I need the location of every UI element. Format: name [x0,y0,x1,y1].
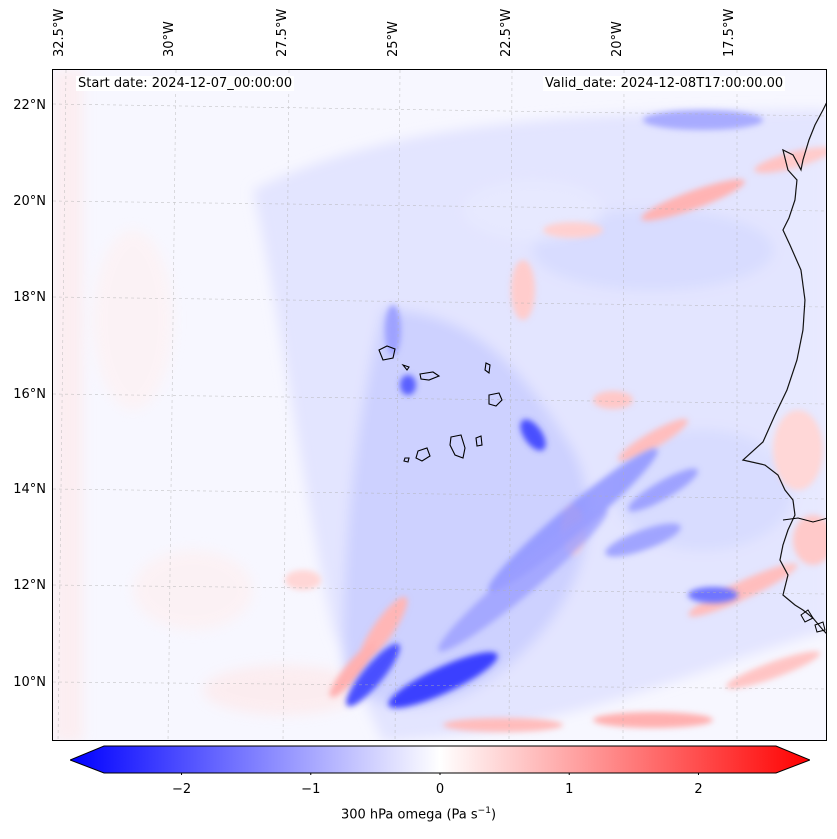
lon-label-17-5w: 17.5°W [722,8,737,57]
lat-label-18n: 18°N [13,290,46,305]
cape-verde-islands [378,345,503,463]
colorbar-tick-label: 1 [565,782,574,797]
lat-label-10n: 10°N [13,675,46,690]
valid-date-annotation: Valid_date: 2024-12-08T17:00:00.00 [543,76,786,91]
colorbar-label: 300 hPa omega (Pa s−1) [340,806,497,823]
start-date-annotation: Start date: 2024-12-07_00:00:00 [76,76,295,91]
colorbar-tick-label: 2 [694,782,703,797]
island-boa-vista [488,392,503,407]
lon-label-25w: 25°W [386,21,401,57]
africa-coastline [741,102,826,634]
omega-field-map [53,70,826,740]
lat-label-12n: 12°N [13,578,46,593]
graticule [53,70,826,740]
island-sao-nicolau [419,371,441,381]
lon-label-22-5w: 22.5°W [499,8,514,57]
lon-label-30w: 30°W [162,21,177,57]
lat-label-14n: 14°N [13,482,46,497]
map-frame [52,69,827,741]
gambia-coast [782,517,826,523]
strong-subsidence-streaks [346,110,763,708]
island-sao-vicente [401,363,410,371]
lat-label-16n: 16°N [13,387,46,402]
lon-label-20w: 20°W [610,21,625,57]
island-brava [403,457,410,463]
lat-label-20n: 20°N [13,194,46,209]
colorbar-tick-label: −2 [171,782,192,797]
island-sal [484,362,491,375]
lat-label-22n: 22°N [13,98,46,113]
colorbar-tick-label: −1 [301,782,321,797]
island-maio [475,435,483,447]
colorbar-tick-label: 0 [435,782,445,797]
lon-label-32-5w: 32.5°W [52,8,67,57]
colorbar-tickmarks [181,773,699,775]
africa-land [743,104,826,633]
island-santiago [449,434,466,459]
island-santo-antao [378,345,396,361]
guinea-islands [800,609,826,633]
colorbar [70,745,810,775]
colorbar-gradient [70,745,810,774]
weak-ascent-west [53,70,363,740]
island-fogo [415,447,431,462]
lon-label-27-5w: 27.5°W [275,8,290,57]
